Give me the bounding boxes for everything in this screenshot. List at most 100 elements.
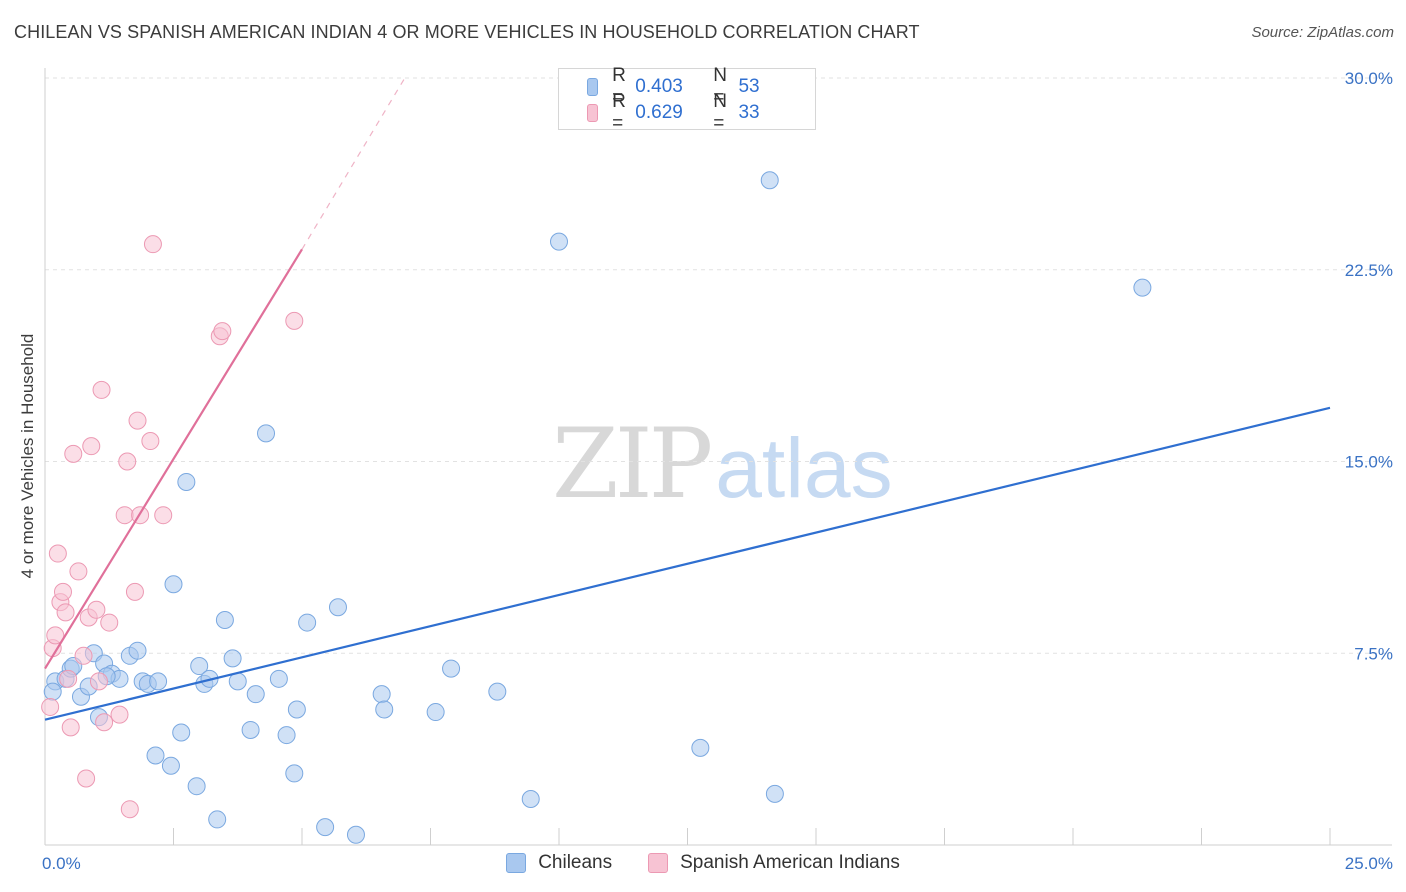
series-legend-spanish-american-indians[interactable]: Spanish American Indians xyxy=(648,852,900,874)
data-point xyxy=(550,232,568,251)
y-tick-label: 30.0% xyxy=(1345,69,1393,88)
data-point xyxy=(298,613,317,632)
data-point xyxy=(143,235,162,254)
data-point xyxy=(372,685,391,704)
watermark: ZIPatlas xyxy=(552,408,893,520)
data-point xyxy=(246,685,265,704)
data-point xyxy=(287,700,306,719)
data-point xyxy=(115,506,134,525)
data-point xyxy=(223,649,242,668)
legend-n-label: N = xyxy=(713,91,728,134)
data-point xyxy=(277,726,296,745)
legend-n-value: 53 xyxy=(738,76,760,97)
tick-labels: 7.5% 15.0% 22.5% 30.0% 0.0% 25.0% xyxy=(42,69,1393,873)
legend-n-label: N = xyxy=(713,65,728,108)
axes xyxy=(44,68,1392,846)
legend-r-value: 0.629 xyxy=(635,102,683,123)
series-points-spanish-american-indians xyxy=(41,235,304,819)
data-point xyxy=(146,746,165,765)
data-point xyxy=(187,777,206,796)
data-points xyxy=(41,171,1152,844)
data-point xyxy=(213,322,232,341)
data-point xyxy=(154,506,173,525)
data-point xyxy=(48,544,67,563)
data-point xyxy=(64,444,83,463)
data-point xyxy=(120,800,139,819)
legend-swatch-spanish-american-indians xyxy=(587,104,599,122)
data-point xyxy=(59,669,78,688)
data-point xyxy=(285,764,304,783)
data-point xyxy=(285,311,304,330)
data-point xyxy=(149,672,168,691)
series-points-chileans xyxy=(43,171,1152,844)
data-point xyxy=(161,756,180,775)
data-point xyxy=(190,657,209,676)
trend-line-chileans xyxy=(44,406,1331,721)
data-point xyxy=(118,452,137,471)
data-point xyxy=(77,769,96,788)
series-legend-chileans[interactable]: Chileans xyxy=(506,852,612,874)
legend-n-value: 33 xyxy=(738,102,760,123)
data-point xyxy=(241,720,260,739)
data-point xyxy=(100,613,119,632)
data-point xyxy=(521,789,540,808)
series-swatch-chileans xyxy=(506,853,527,873)
legend-row-chileans: R = 0.403 N = 53 xyxy=(587,65,816,108)
data-point xyxy=(41,697,60,716)
data-point xyxy=(46,626,65,645)
data-point xyxy=(69,562,88,581)
data-point xyxy=(125,582,144,601)
data-point xyxy=(488,682,507,701)
data-point xyxy=(346,825,365,844)
data-point xyxy=(164,575,183,594)
data-point xyxy=(110,705,129,724)
data-point xyxy=(128,411,147,430)
data-point xyxy=(375,700,394,719)
data-point xyxy=(82,437,101,456)
y-tick-label: 15.0% xyxy=(1345,453,1393,472)
series-label-chileans: Chileans xyxy=(538,852,613,873)
trend-line-spanish-american-indians xyxy=(44,248,303,670)
watermark-zip: ZIP xyxy=(552,408,713,520)
data-point xyxy=(760,171,779,190)
data-point xyxy=(56,603,75,622)
data-point xyxy=(128,641,147,660)
data-point xyxy=(92,380,111,399)
series-legend: Chileans Spanish American Indians xyxy=(0,852,1406,874)
legend-r-label: R = xyxy=(612,91,626,134)
data-point xyxy=(442,659,461,678)
data-point xyxy=(328,598,347,617)
y-tick-label: 22.5% xyxy=(1345,261,1393,280)
trend-lines xyxy=(44,77,1331,721)
legend-r-value: 0.403 xyxy=(635,76,683,97)
data-point xyxy=(208,810,227,829)
series-swatch-spanish-american-indians xyxy=(648,853,669,873)
watermark-atlas: atlas xyxy=(715,421,893,515)
data-point xyxy=(89,672,108,691)
data-point xyxy=(95,713,114,732)
source-credit: Source: ZipAtlas.com xyxy=(1251,24,1394,41)
data-point xyxy=(141,432,160,451)
data-point xyxy=(765,784,784,803)
gridlines xyxy=(45,77,1392,654)
data-point xyxy=(74,646,93,665)
data-point xyxy=(43,682,62,701)
data-point xyxy=(316,818,335,837)
correlation-legend: R = 0.403 N = 53 R = 0.629 N = 33 xyxy=(558,65,816,134)
data-point xyxy=(257,424,276,443)
data-point xyxy=(61,718,80,737)
x-tick-label-max: 25.0% xyxy=(1345,854,1393,873)
data-point xyxy=(53,582,72,601)
x-tick-label-min: 0.0% xyxy=(42,854,81,873)
data-point xyxy=(87,600,106,619)
legend-r-label: R = xyxy=(612,65,626,108)
data-point xyxy=(215,611,234,630)
data-point xyxy=(177,472,196,491)
trend-extension-spanish-american-indians xyxy=(301,77,406,250)
data-point xyxy=(691,738,710,757)
data-point xyxy=(426,703,445,722)
data-point xyxy=(172,723,191,742)
y-tick-label: 7.5% xyxy=(1354,644,1393,663)
legend-swatch-chileans xyxy=(587,78,599,96)
